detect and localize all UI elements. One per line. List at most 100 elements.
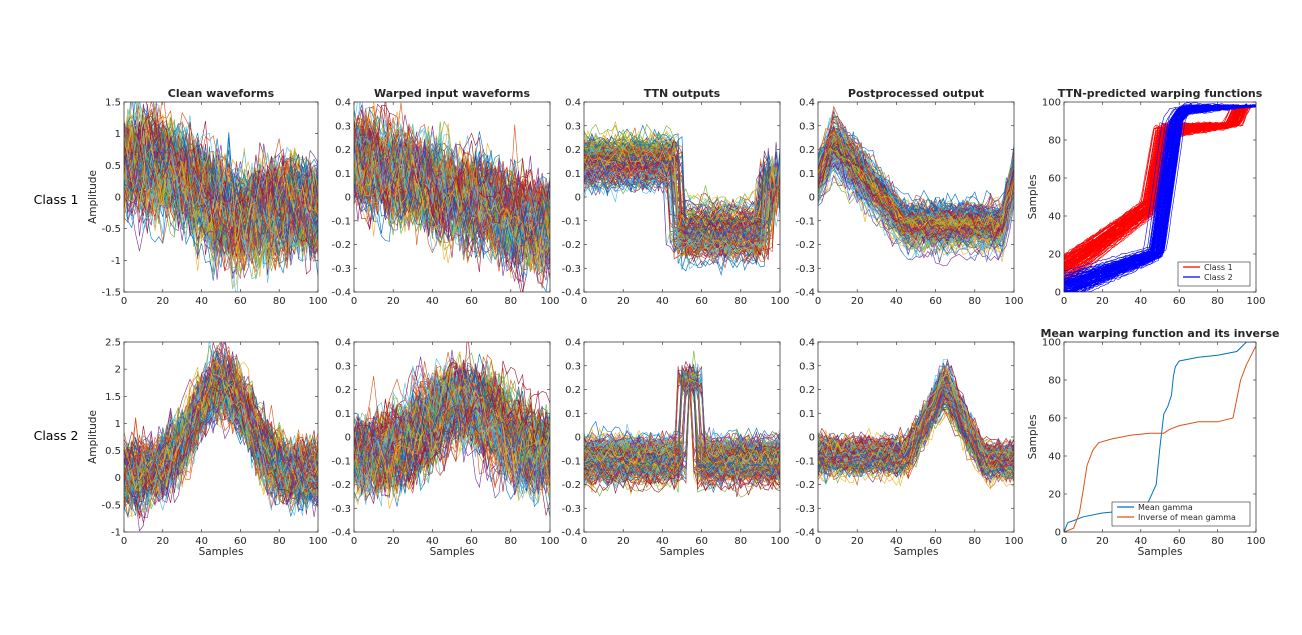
- y-tick-label: 0.3: [335, 121, 351, 132]
- plot-frame: [583, 341, 781, 533]
- x-tick-label: 0: [1061, 536, 1067, 547]
- y-tick-label: -1.5: [101, 288, 121, 299]
- waveform-line: [818, 160, 1014, 249]
- x-tick-label: 60: [929, 536, 942, 547]
- waveform-line: [124, 352, 318, 491]
- y-tick-label: 0.2: [799, 145, 815, 156]
- waveform-line: [584, 150, 780, 231]
- waveform-line: [584, 370, 780, 481]
- x-tick-label: 20: [851, 296, 864, 307]
- x-axis-label: Samples: [894, 546, 939, 558]
- x-tick-label: 60: [695, 296, 708, 307]
- subplot-title: TTN-predicted warping functions: [1058, 87, 1263, 100]
- y-tick-label: 0.3: [565, 361, 581, 372]
- row-label-class-2: Class 2: [34, 428, 79, 443]
- y-tick-label: -1: [111, 256, 121, 267]
- y-tick-label: 0: [115, 193, 121, 204]
- warping-function-line: [1064, 104, 1256, 290]
- x-tick-label: 80: [504, 536, 517, 547]
- x-tick-label: 60: [1173, 296, 1186, 307]
- waveform-line: [124, 362, 318, 493]
- x-tick-label: 100: [770, 296, 789, 307]
- y-tick-label: -0.5: [101, 500, 121, 511]
- plot-frame: [123, 101, 319, 293]
- waveform-line: [818, 128, 1014, 226]
- y-tick-label: 80: [1048, 136, 1061, 147]
- warping-function-line: [1064, 104, 1256, 284]
- x-tick-label: 20: [156, 536, 169, 547]
- waveform-line: [354, 183, 550, 270]
- x-tick-label: 100: [540, 536, 559, 547]
- x-tick-label: 0: [581, 296, 587, 307]
- y-tick-label: -0.3: [561, 504, 581, 515]
- legend-label: Class 1: [1204, 263, 1233, 272]
- x-axis-label: Samples: [199, 546, 244, 558]
- waveform-line: [124, 122, 318, 230]
- x-tick-label: 0: [815, 296, 821, 307]
- waveform-line: [584, 130, 780, 250]
- waveform-line: [124, 148, 318, 280]
- x-tick-label: 40: [426, 296, 439, 307]
- waveform-line: [584, 145, 780, 254]
- x-axis-label: Samples: [660, 546, 705, 558]
- y-tick-label: -0.4: [331, 528, 351, 539]
- y-tick-label: -0.3: [561, 264, 581, 275]
- waveform-line: [584, 129, 780, 258]
- warping-function-line: [1064, 105, 1256, 271]
- plot-frame: [123, 341, 319, 533]
- waveform-line: [584, 145, 780, 240]
- y-tick-label: 0.2: [335, 385, 351, 396]
- y-axis-label: Amplitude: [87, 170, 99, 224]
- warping-function-line: [1064, 104, 1256, 280]
- waveform-line: [818, 406, 1014, 475]
- waveform-line: [124, 376, 318, 492]
- legend-box: [1111, 501, 1251, 527]
- waveform-line: [584, 148, 780, 258]
- x-tick-label: 0: [815, 536, 821, 547]
- y-tick-label: 0.5: [105, 161, 121, 172]
- plot-frame: [817, 341, 1015, 533]
- warping-function-line: [1064, 104, 1256, 285]
- y-tick-label: 1.5: [105, 98, 121, 109]
- waveform-line: [124, 144, 318, 273]
- waveform-line: [584, 159, 780, 251]
- x-tick-label: 0: [351, 296, 357, 307]
- waveform-line: [584, 378, 780, 468]
- waveform-line: [818, 387, 1014, 467]
- x-tick-label: 40: [195, 296, 208, 307]
- y-tick-label: 0.2: [565, 145, 581, 156]
- waveform-line: [584, 371, 780, 456]
- y-tick-label: 0: [1055, 288, 1061, 299]
- y-tick-label: -0.4: [795, 288, 815, 299]
- series-group: [818, 358, 1014, 490]
- waveform-line: [124, 362, 318, 495]
- y-tick-label: 100: [1042, 98, 1061, 109]
- waveform-line: [584, 147, 780, 234]
- y-tick-label: -1: [111, 528, 121, 539]
- y-tick-label: 80: [1048, 376, 1061, 387]
- waveform-line: [584, 375, 780, 489]
- x-tick-label: 40: [1134, 296, 1147, 307]
- x-tick-label: 60: [234, 536, 247, 547]
- x-tick-label: 40: [890, 536, 903, 547]
- legend-label: Class 2: [1204, 273, 1233, 282]
- x-tick-label: 60: [465, 536, 478, 547]
- x-axis-label: Samples: [1138, 546, 1183, 558]
- waveform-line: [124, 366, 318, 481]
- series-group: [124, 342, 318, 532]
- waveform-line: [584, 382, 780, 485]
- waveform-line: [354, 123, 550, 237]
- x-tick-label: 60: [695, 536, 708, 547]
- x-tick-label: 100: [1004, 536, 1023, 547]
- waveform-line: [354, 372, 550, 488]
- x-tick-label: 60: [234, 296, 247, 307]
- y-tick-label: 1.5: [105, 392, 121, 403]
- warping-function-line: [1064, 104, 1256, 265]
- mean-curve-line: [1064, 342, 1256, 532]
- subplot-c1-clean: 0 20 40 60 80 100 -1.5 -1 -0.5 0 0.5 1 1.5 Clean wave…: [87, 87, 328, 307]
- series-group: [818, 105, 1014, 267]
- y-tick-label: 0: [345, 193, 351, 204]
- series-group: [124, 102, 318, 292]
